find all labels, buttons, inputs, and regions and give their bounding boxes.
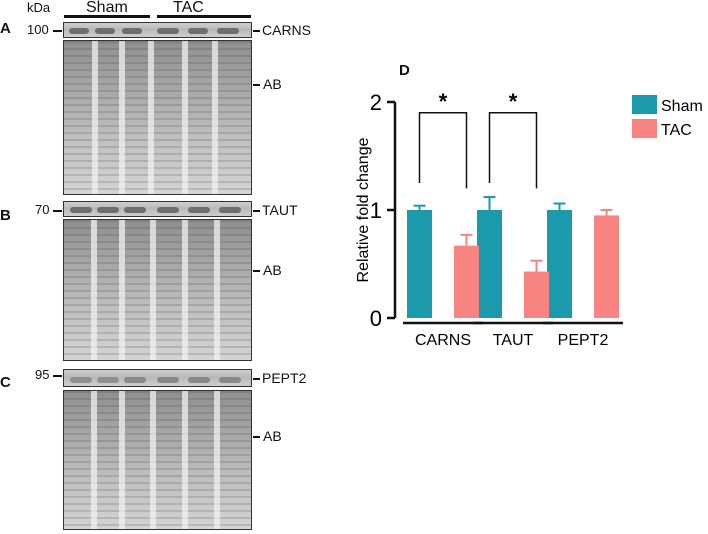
loading-tick-a: [253, 84, 260, 86]
panel-letter-a: A: [0, 20, 11, 37]
marker-tick-b: [53, 210, 62, 212]
category-label-carns: CARNS: [415, 332, 471, 349]
panel-letter-c: C: [0, 374, 11, 391]
y-tick-label-1: 1: [370, 198, 382, 223]
category-label-pept2: PEPT2: [558, 332, 609, 349]
protein-tick-b: [253, 210, 260, 212]
group-label-tac: TAC: [173, 0, 204, 16]
protein-label-carns: CARNS: [262, 22, 312, 38]
loading-label-a: AB: [263, 76, 282, 92]
gel-loading-b: [63, 219, 252, 361]
protein-label-pept2: PEPT2: [262, 370, 307, 386]
y-tick-label-2: 2: [370, 90, 382, 115]
legend-label-sham: Sham: [661, 98, 703, 115]
gel-loading-a: [63, 40, 252, 195]
marker-c: 95: [35, 367, 50, 382]
legend-label-tac: TAC: [661, 122, 692, 139]
loading-tick-c: [253, 436, 260, 438]
marker-a: 100: [27, 22, 49, 37]
protein-label-taut: TAUT: [262, 202, 298, 218]
significance-marker-carns: *: [439, 89, 448, 114]
y-axis-label: Relative fold change: [355, 137, 372, 282]
marker-tick-a: [53, 30, 62, 32]
bar-sham-pept2: [547, 210, 572, 318]
bar-sham-carns: [407, 210, 432, 318]
blot-strip-carns: [63, 22, 252, 38]
gel-loading-c: [63, 390, 252, 530]
loading-tick-b: [253, 270, 260, 272]
y-tick-label-0: 0: [370, 306, 382, 331]
bar-sham-taut: [477, 210, 502, 318]
loading-label-c: AB: [263, 428, 282, 444]
marker-b: 70: [35, 202, 50, 217]
bar-tac-pept2: [594, 215, 619, 318]
protein-tick-c: [253, 378, 260, 380]
group-label-sham: Sham: [86, 0, 128, 16]
kda-label: kDa: [27, 0, 51, 15]
legend-swatch-tac: [632, 119, 657, 138]
marker-tick-c: [53, 375, 62, 377]
category-label-taut: TAUT: [493, 332, 534, 349]
loading-label-b: AB: [263, 262, 282, 278]
protein-tick-a: [253, 30, 260, 32]
significance-marker-taut: *: [509, 89, 518, 114]
panel-letter-d: D: [399, 62, 410, 79]
legend-swatch-sham: [632, 95, 657, 114]
bar-tac-carns: [454, 245, 479, 318]
significance-bracket-carns: [418, 112, 468, 189]
blot-strip-pept2: [63, 369, 252, 387]
group-line-sham: [64, 15, 150, 18]
bar-tac-taut: [524, 271, 549, 318]
bar-chart: 0 1 2 Relative fold change * * CARNS TAUT PEPT2 S…: [355, 89, 703, 349]
group-line-tac: [157, 15, 251, 18]
blot-strip-taut: [63, 201, 252, 217]
significance-bracket-taut: [488, 112, 538, 189]
panel-letter-b: B: [0, 207, 11, 224]
